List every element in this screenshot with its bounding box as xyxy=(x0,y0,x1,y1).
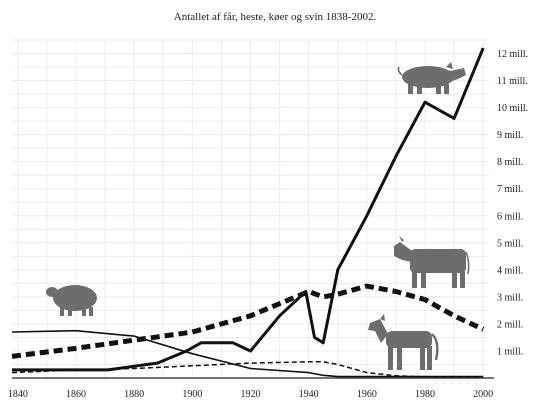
x-tick-label: 1980 xyxy=(415,389,435,400)
horse-icon xyxy=(368,314,439,370)
x-tick-label: 1860 xyxy=(66,389,86,400)
y-tick-label: 8 mill. xyxy=(497,157,523,168)
y-tick-label: 6 mill. xyxy=(497,211,523,222)
series-layer xyxy=(11,47,485,378)
y-tick-label: 4 mill. xyxy=(497,265,523,276)
x-tick-label: 1840 xyxy=(8,389,28,400)
cow-icon xyxy=(394,236,470,288)
x-tick-label: 1880 xyxy=(124,389,144,400)
y-tick-label: 12 mill. xyxy=(497,49,528,60)
y-tick-label: 9 mill. xyxy=(497,130,523,141)
x-tick-label: 1940 xyxy=(299,389,319,400)
x-axis-ticks: 1840 1860 1880 1900 1920 1940 1960 1980 2000 xyxy=(8,389,493,400)
sheep-icon xyxy=(46,285,97,316)
y-tick-label: 11 mill. xyxy=(497,76,528,87)
y-tick-label: 7 mill. xyxy=(497,184,523,195)
pig-icon xyxy=(397,62,466,94)
x-tick-label: 1960 xyxy=(357,389,377,400)
chart-title: Antallet af får, heste, køer og svin 183… xyxy=(174,11,377,23)
y-tick-label: 3 mill. xyxy=(497,292,523,303)
y-tick-label: 5 mill. xyxy=(497,238,523,249)
y-tick-label: 2 mill. xyxy=(497,319,523,330)
horse-series-line xyxy=(11,361,484,378)
y-axis-ticks: 1 mill. 2 mill. 3 mill. 4 mill. 5 mill. 6 mil… xyxy=(497,49,528,357)
x-tick-label: 2000 xyxy=(473,389,493,400)
x-tick-label: 1920 xyxy=(241,389,261,400)
pig-series-line xyxy=(12,47,485,372)
y-tick-label: 1 mill. xyxy=(497,346,523,357)
sheep-series-line xyxy=(11,329,484,378)
x-tick-label: 1900 xyxy=(182,389,202,400)
cow-series-line xyxy=(11,283,485,359)
y-tick-label: 10 mill. xyxy=(497,103,528,114)
